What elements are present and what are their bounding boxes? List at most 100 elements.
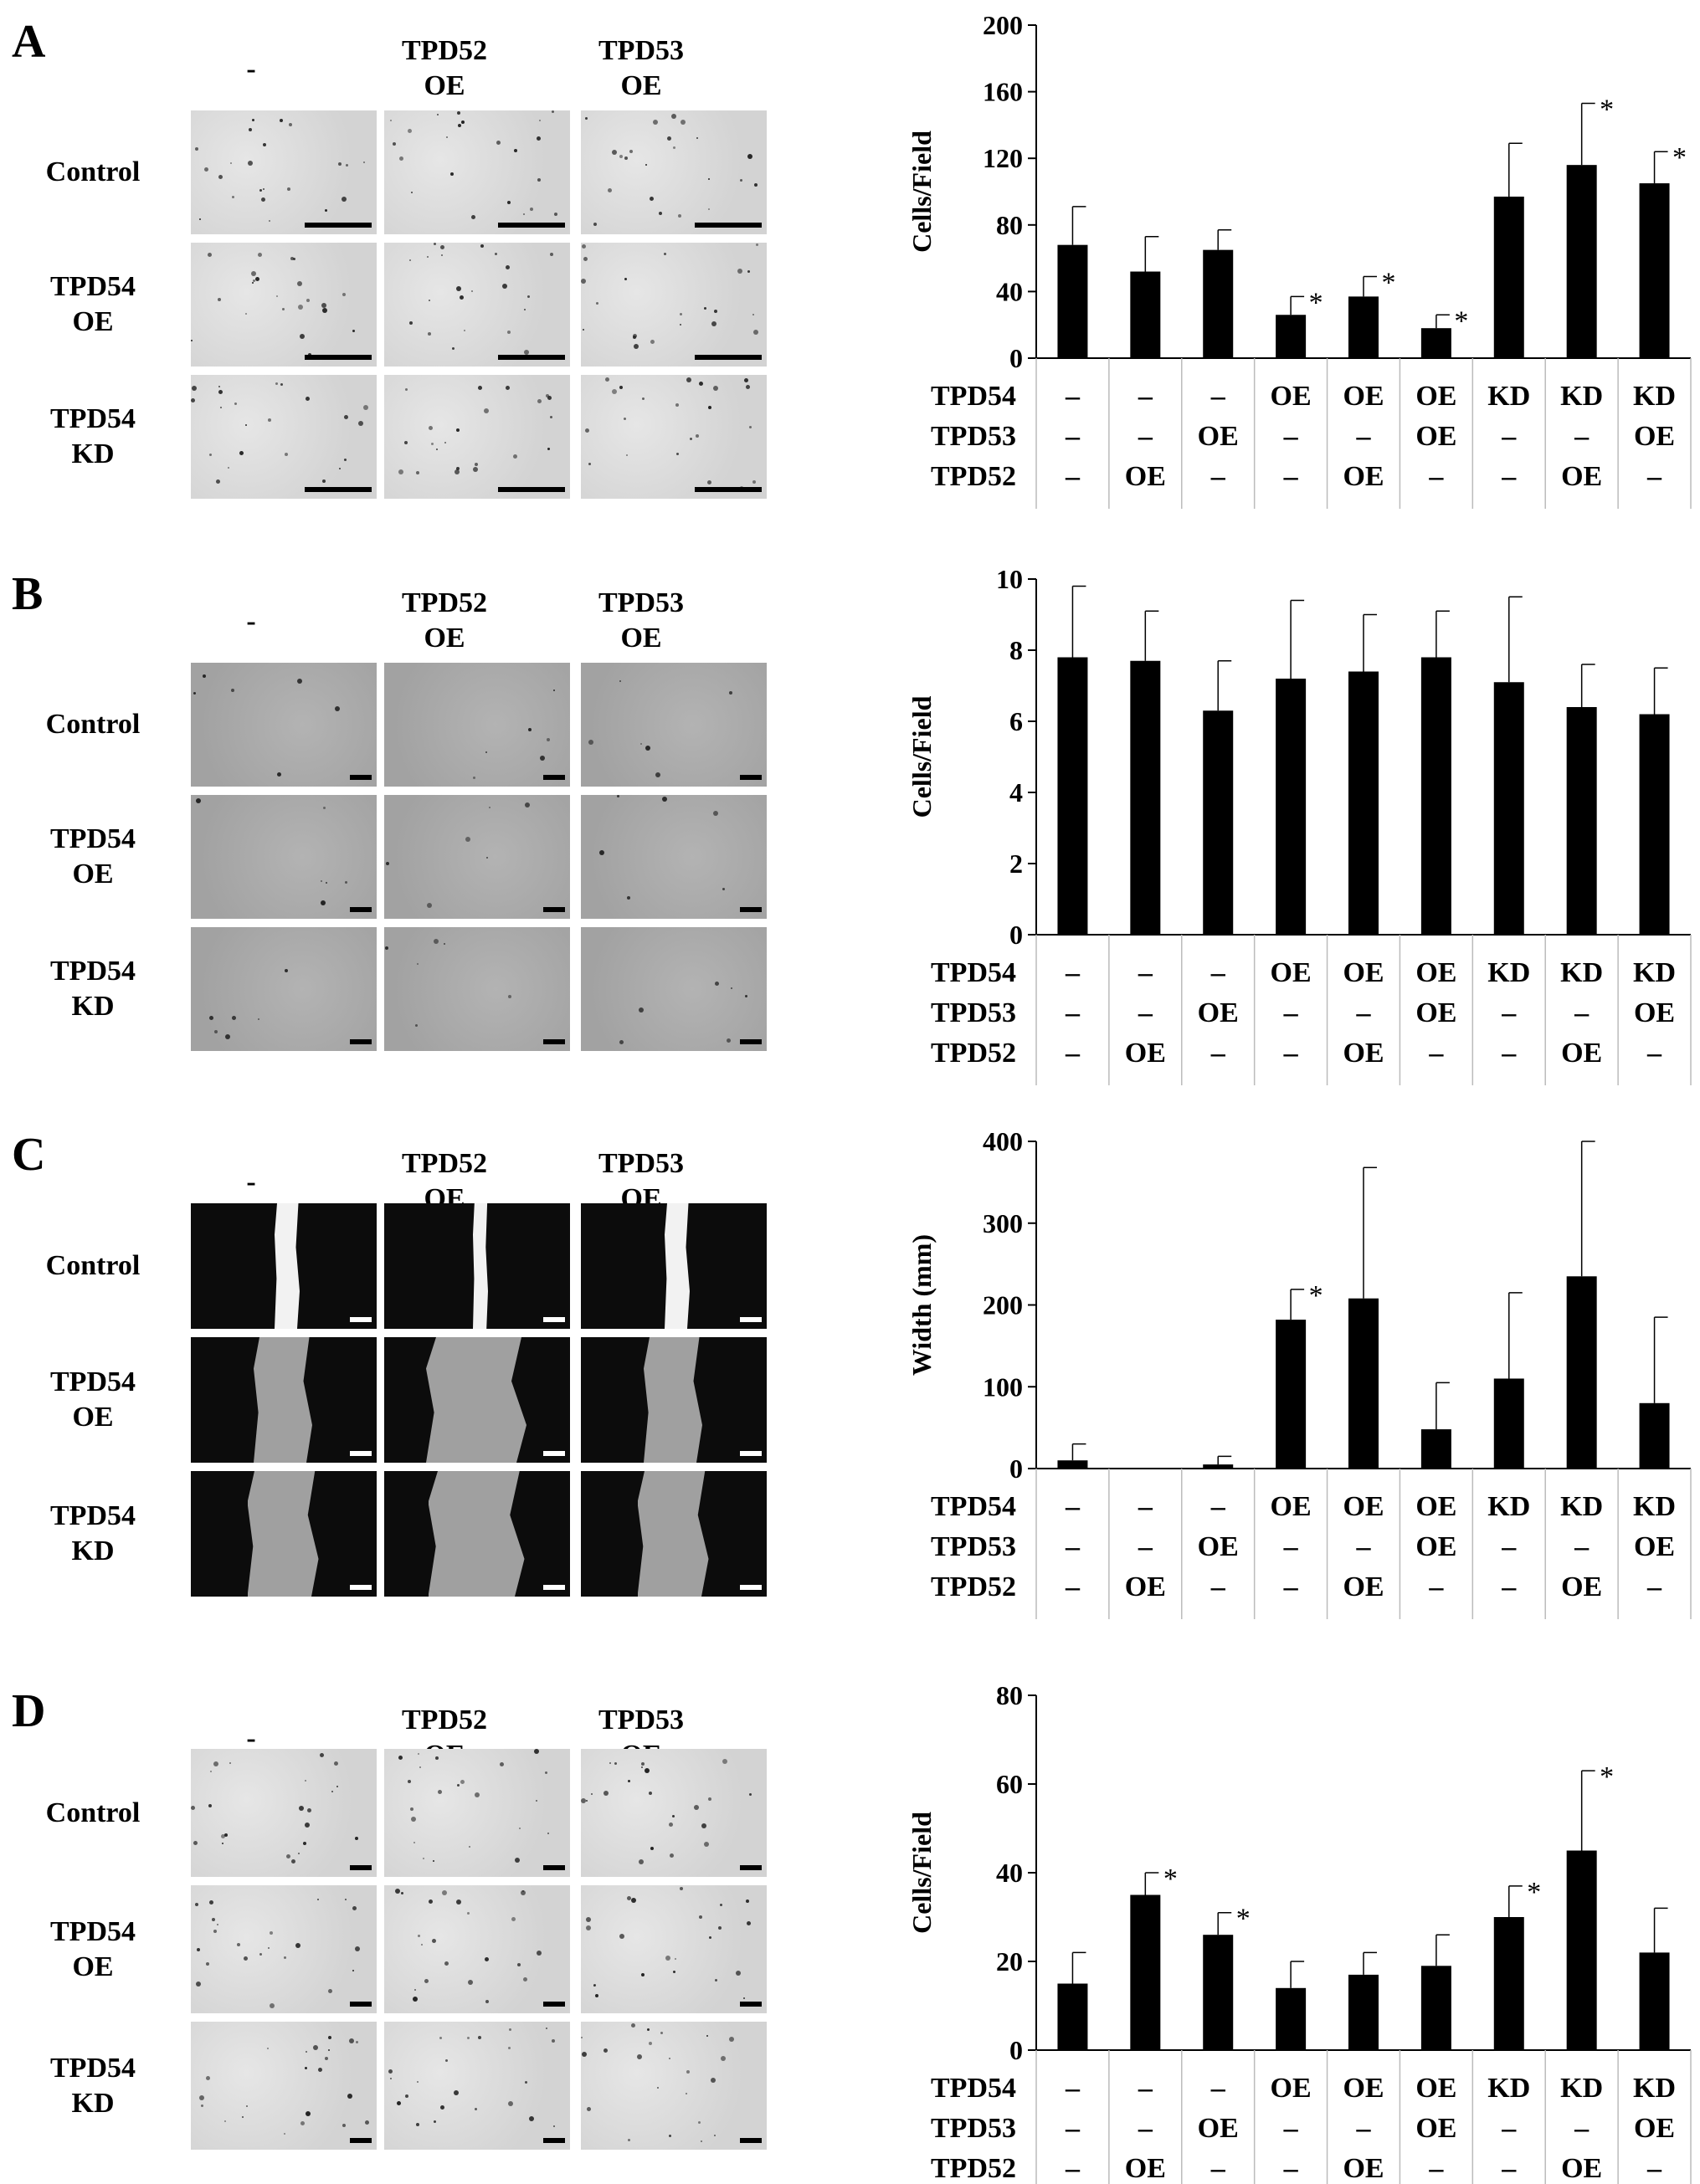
micrograph: [191, 375, 377, 499]
cell-dot: [655, 772, 660, 777]
cell-dot: [415, 1024, 418, 1027]
cell-dot: [363, 161, 365, 163]
cell-dot: [464, 330, 465, 331]
scale-bar: [543, 2002, 565, 2007]
cell-dot: [352, 1906, 357, 1910]
condition-label: TPD54: [931, 957, 1016, 988]
cell-dot: [714, 310, 717, 313]
condition-label: TPD52: [931, 1038, 1016, 1069]
cell-dot: [230, 162, 232, 164]
condition-cell: OE: [1561, 1571, 1602, 1602]
cell-dot: [365, 2120, 369, 2125]
cell-dot: [715, 1979, 717, 1981]
scale-bar: [350, 2138, 372, 2143]
cell-dot: [547, 738, 550, 741]
condition-cell: OE: [1198, 421, 1239, 452]
condition-cell: KD: [1487, 1491, 1530, 1522]
scale-bar: [740, 2002, 762, 2007]
cell-dot: [478, 2036, 481, 2039]
cell-dot: [328, 1989, 332, 1993]
cell-dot: [627, 1896, 631, 1900]
condition-cell: –: [1428, 1038, 1444, 1069]
micrograph: [384, 1885, 570, 2013]
scale-bar: [740, 1451, 762, 1456]
cell-dot: [699, 382, 703, 386]
cell-dot: [358, 421, 363, 426]
scale-bar: [305, 223, 372, 228]
cell-dot: [696, 434, 699, 438]
condition-cell: –: [1210, 1491, 1226, 1522]
condition-cell: KD: [1633, 2073, 1676, 2104]
scale-bar: [350, 907, 372, 912]
cell-dot: [326, 882, 327, 884]
scale-bar: [305, 355, 372, 360]
cell-dot: [614, 1762, 617, 1765]
cell-dot: [413, 1842, 415, 1843]
cell-dot: [537, 178, 541, 182]
cell-dot: [619, 680, 621, 682]
cell-dot: [534, 1749, 539, 1754]
condition-cell: –: [1428, 2153, 1444, 2184]
cell-dot: [323, 807, 326, 809]
condition-cell: OE: [1198, 2113, 1239, 2144]
cell-dot: [258, 253, 262, 257]
cell-dot: [401, 1892, 403, 1894]
cell-dot: [627, 896, 630, 900]
cell-dot: [405, 388, 408, 391]
cell-dot: [680, 1887, 683, 1890]
cell-dot: [356, 2041, 358, 2043]
cell-dot: [645, 746, 650, 751]
cell-dot: [418, 1935, 420, 1937]
cell-dot: [280, 383, 283, 386]
condition-cell: OE: [1271, 957, 1312, 988]
y-tick-label: 400: [983, 1126, 1023, 1156]
cell-dot: [595, 1994, 598, 1997]
cell-dot: [328, 2036, 331, 2039]
condition-cell: OE: [1634, 1531, 1675, 1562]
cell-dot: [680, 313, 682, 315]
scale-bar: [543, 907, 565, 912]
micrograph: [581, 1203, 767, 1329]
cell-dot: [325, 209, 327, 212]
cell-dot: [729, 2037, 734, 2042]
cell-dot: [297, 679, 302, 684]
cell-dot: [307, 1808, 311, 1812]
significance-mark: *: [1309, 287, 1323, 318]
cell-dot: [334, 1761, 338, 1766]
cell-dot: [617, 795, 619, 797]
condition-cell: OE: [1343, 2153, 1384, 2184]
cell-dot: [393, 142, 396, 146]
cell-dot: [485, 2000, 489, 2003]
cell-dot: [673, 1971, 675, 1973]
significance-mark: *: [1600, 95, 1614, 126]
y-tick-label: 80: [996, 1680, 1023, 1710]
micrograph: [384, 795, 570, 919]
condition-cell: –: [1501, 1571, 1517, 1602]
cell-dot: [427, 903, 432, 908]
condition-cell: –: [1428, 461, 1444, 492]
micrograph: [581, 1471, 767, 1597]
cell-dot: [242, 2116, 244, 2118]
scale-bar: [350, 1865, 372, 1870]
cell-dot: [313, 2045, 318, 2050]
condition-cell: –: [1065, 997, 1081, 1028]
cell-dot: [740, 179, 742, 182]
micrograph: [384, 1749, 570, 1877]
cell-dot: [547, 448, 550, 450]
cell-dot: [409, 259, 411, 261]
cell-dot: [417, 2081, 419, 2083]
cell-dot: [628, 2139, 630, 2141]
condition-cell: OE: [1561, 1038, 1602, 1069]
cell-dot: [586, 1800, 588, 1802]
bar: [1566, 1276, 1597, 1469]
cell-dot: [287, 187, 290, 191]
cell-dot: [631, 2023, 635, 2028]
micrograph: [581, 795, 767, 919]
cell-dot: [713, 811, 718, 816]
micrograph: [581, 1749, 767, 1877]
condition-cell: OE: [1198, 1531, 1239, 1562]
cell-dot: [209, 1016, 213, 1020]
wound-area: [637, 1471, 709, 1597]
condition-cell: –: [1501, 1038, 1517, 1069]
